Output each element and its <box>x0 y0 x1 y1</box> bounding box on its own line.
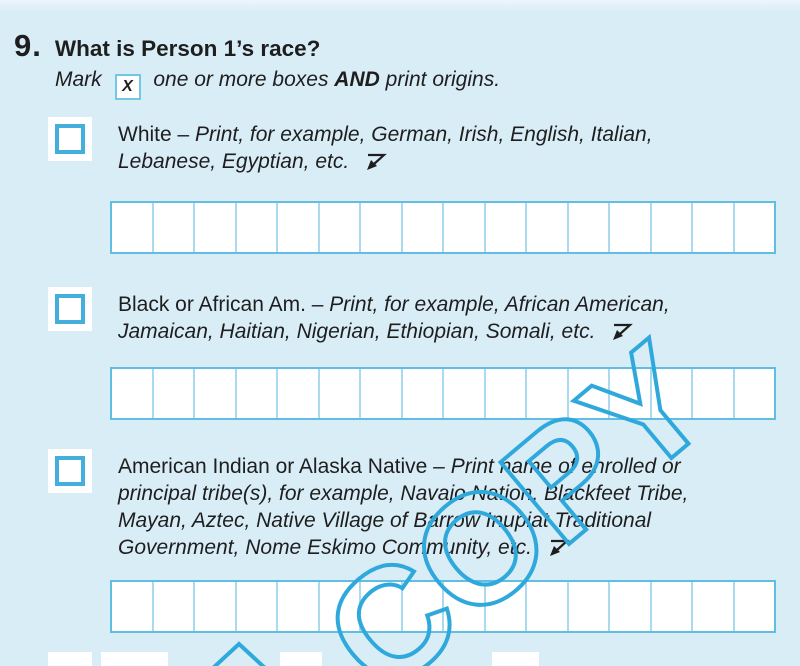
char-cell[interactable] <box>359 203 401 252</box>
char-cell[interactable] <box>442 369 484 418</box>
mark-x-example-box: X <box>114 74 141 100</box>
char-cell[interactable] <box>608 369 650 418</box>
option-description: Print, for example, African American, Ja… <box>118 293 670 343</box>
char-cell[interactable] <box>151 582 194 631</box>
question-header: 9. What is Person 1’s race? <box>14 28 320 64</box>
partial-next-checkbox <box>48 652 92 666</box>
char-cell[interactable] <box>525 203 567 252</box>
char-cell[interactable] <box>151 369 194 418</box>
option-label-american-indian-or-alaska-native: American Indian or Alaska Native – Print… <box>118 453 714 565</box>
instruction-suffix: print origins. <box>385 68 501 91</box>
print-arrow-icon <box>609 322 634 349</box>
checkbox-american-indian-or-alaska-native[interactable] <box>48 449 92 493</box>
write-in-row[interactable] <box>110 580 776 633</box>
char-cell[interactable] <box>234 369 277 418</box>
char-cell[interactable] <box>649 582 692 631</box>
instruction-line: Mark X one or more boxes AND print origi… <box>55 68 500 100</box>
char-cell[interactable] <box>608 203 650 252</box>
char-cell[interactable] <box>317 369 360 418</box>
print-arrow-icon <box>363 152 387 179</box>
option-label-black-or-african-am: Black or African Am. – Print, for exampl… <box>118 291 714 349</box>
instruction-and: AND <box>334 68 380 91</box>
char-cell[interactable] <box>442 203 484 252</box>
char-cell[interactable] <box>193 582 235 631</box>
char-cell[interactable] <box>483 582 526 631</box>
char-cell[interactable] <box>400 369 443 418</box>
option-description: Print name of enrolled or principal trib… <box>118 455 689 559</box>
char-cell[interactable] <box>400 582 443 631</box>
char-cell[interactable] <box>276 582 318 631</box>
char-cell[interactable] <box>649 369 692 418</box>
char-cell[interactable] <box>151 203 194 252</box>
option-description: Print, for example, German, Irish, Engli… <box>118 123 653 173</box>
option-separator: – <box>305 293 330 316</box>
instruction-mid: one or more boxes <box>153 68 335 91</box>
checkbox-black-or-african-am[interactable] <box>48 287 92 331</box>
write-in-row[interactable] <box>110 201 776 254</box>
option-name: White <box>118 123 172 146</box>
char-cell[interactable] <box>483 203 526 252</box>
option-label-white: White – Print, for example, German, Iris… <box>118 121 714 179</box>
partial-next-field <box>101 652 168 666</box>
page-title: What is Person 1’s race? <box>54 36 321 61</box>
char-cell[interactable] <box>732 369 775 418</box>
char-cell[interactable] <box>732 203 775 252</box>
char-cell[interactable] <box>732 582 775 631</box>
char-cell[interactable] <box>193 203 235 252</box>
write-in-row[interactable] <box>110 367 776 420</box>
checkbox-aian-inner <box>55 456 85 486</box>
char-cell[interactable] <box>276 369 318 418</box>
mark-x-glyph: X <box>122 78 133 95</box>
char-cell[interactable] <box>400 203 443 252</box>
partial-next-field <box>492 652 539 666</box>
partial-next-field <box>280 652 322 666</box>
checkbox-white-inner <box>55 124 85 154</box>
option-separator: – <box>171 123 196 146</box>
char-cell[interactable] <box>359 369 401 418</box>
char-cell[interactable] <box>566 582 609 631</box>
print-arrow-icon <box>546 538 570 565</box>
checkbox-white[interactable] <box>48 117 92 161</box>
char-cell[interactable] <box>112 582 152 631</box>
question-number: 9. <box>14 28 42 63</box>
char-cell[interactable] <box>525 582 567 631</box>
option-name: Black or African Am. <box>118 293 306 316</box>
char-cell[interactable] <box>317 582 360 631</box>
char-cell[interactable] <box>442 582 484 631</box>
char-cell[interactable] <box>483 369 526 418</box>
option-name: American Indian or Alaska Native <box>118 455 428 478</box>
char-cell[interactable] <box>112 203 152 252</box>
partial-watermark-chevron <box>212 641 266 666</box>
char-cell[interactable] <box>691 369 733 418</box>
char-cell[interactable] <box>608 582 650 631</box>
instruction-prefix: Mark <box>55 68 102 91</box>
char-cell[interactable] <box>691 203 733 252</box>
char-cell[interactable] <box>359 582 401 631</box>
char-cell[interactable] <box>317 203 360 252</box>
checkbox-black-inner <box>55 294 85 324</box>
char-cell[interactable] <box>193 369 235 418</box>
char-cell[interactable] <box>234 203 277 252</box>
char-cell[interactable] <box>234 582 277 631</box>
char-cell[interactable] <box>112 369 152 418</box>
option-separator: – <box>427 455 451 478</box>
char-cell[interactable] <box>276 203 318 252</box>
char-cell[interactable] <box>525 369 567 418</box>
char-cell[interactable] <box>566 203 609 252</box>
char-cell[interactable] <box>649 203 692 252</box>
char-cell[interactable] <box>691 582 733 631</box>
char-cell[interactable] <box>566 369 609 418</box>
